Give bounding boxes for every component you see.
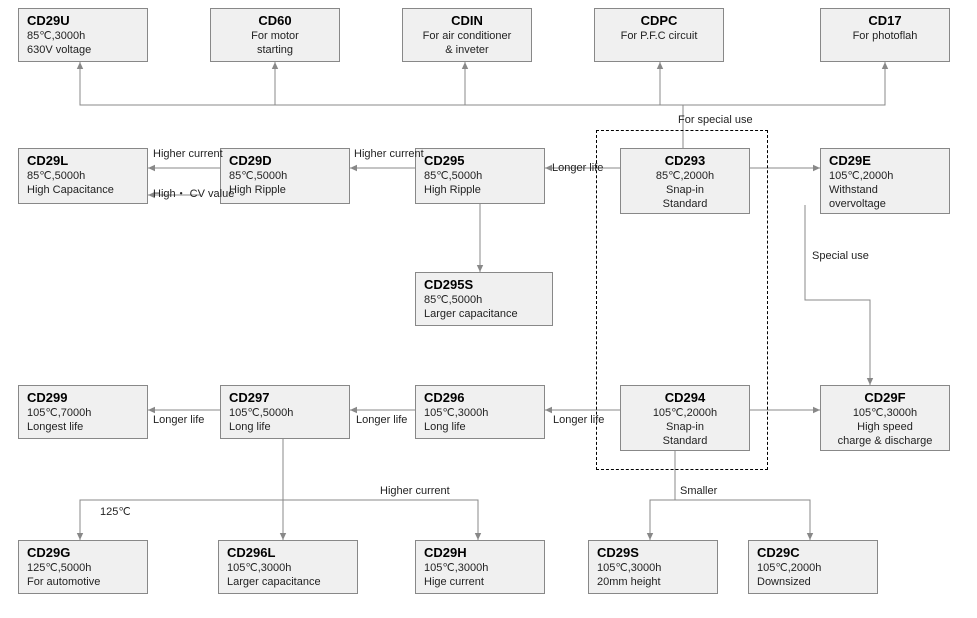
node-cd29g: CD29G 125℃,5000h For automotive [18,540,148,594]
node-line: High Ripple [229,183,341,197]
node-line: starting [219,43,331,57]
node-line: For motor [219,29,331,43]
node-line: 85℃,3000h [27,29,139,43]
node-title: CD297 [229,390,341,406]
node-line: 85℃,5000h [229,169,341,183]
node-cd297: CD297 105℃,5000h Long life [220,385,350,439]
diagram-stage: For special use CD29U 85℃,3000h 630V vol… [0,0,977,618]
node-line: 105℃,3000h [424,561,536,575]
node-title: CD29E [829,153,941,169]
node-cd29c: CD29C 105℃,2000h Downsized [748,540,878,594]
node-line: For air conditioner [411,29,523,43]
node-line: For P.F.C circuit [603,29,715,43]
node-line: 85℃,2000h [629,169,741,183]
edge-label: 125℃ [100,505,131,518]
node-line: Hige current [424,575,536,589]
node-cd29e: CD29E 105℃,2000h Withstand overvoltage [820,148,950,214]
node-line: Standard [629,434,741,448]
node-line: 105℃,3000h [597,561,709,575]
node-title: CD295 [424,153,536,169]
node-cd296: CD296 105℃,3000h Long life [415,385,545,439]
node-line: charge & discharge [829,434,941,448]
edge-label: Smaller [680,485,717,497]
node-title: CD299 [27,390,139,406]
node-cd293: CD293 85℃,2000h Snap-in Standard [620,148,750,214]
node-line: 630V voltage [27,43,139,57]
edge-label: Special use [812,250,869,262]
node-line: High speed [829,420,941,434]
node-line: Snap-in [629,420,741,434]
node-line: 105℃,3000h [829,406,941,420]
node-cd294: CD294 105℃,2000h Snap-in Standard [620,385,750,451]
node-title: CDPC [603,13,715,29]
node-line: 105℃,5000h [229,406,341,420]
edge-label: Higher current [354,148,424,160]
node-title: CDIN [411,13,523,29]
node-line: Larger capacitance [227,575,349,589]
node-line: 105℃,3000h [227,561,349,575]
node-title: CD29L [27,153,139,169]
node-cd29l: CD29L 85℃,5000h High Capacitance [18,148,148,204]
edge-label: Longer life [356,414,407,426]
node-cd299: CD299 105℃,7000h Longest life [18,385,148,439]
node-title: CD296 [424,390,536,406]
edge-label: High・ CV value [153,185,234,201]
node-title: CD29D [229,153,341,169]
node-cd295: CD295 85℃,5000h High Ripple [415,148,545,204]
node-title: CD29C [757,545,869,561]
node-cdin: CDIN For air conditioner & inveter [402,8,532,62]
edge-label: Higher current [380,485,450,497]
node-cd29d: CD29D 85℃,5000h High Ripple [220,148,350,204]
node-line: 20mm height [597,575,709,589]
node-cd29h: CD29H 105℃,3000h Hige current [415,540,545,594]
node-line: Long life [229,420,341,434]
node-line: 105℃,2000h [757,561,869,575]
node-line: Snap-in [629,183,741,197]
node-cd60: CD60 For motor starting [210,8,340,62]
node-line: 105℃,2000h [829,169,941,183]
edge-label: Longer life [553,414,604,426]
edge-label: Higher current [153,148,223,160]
node-line: & inveter [411,43,523,57]
node-title: CD295S [424,277,544,293]
node-line: 105℃,7000h [27,406,139,420]
node-title: CD293 [629,153,741,169]
node-line: 85℃,5000h [27,169,139,183]
node-title: CD29S [597,545,709,561]
node-line: Withstand [829,183,941,197]
node-title: CD29H [424,545,536,561]
node-line: Larger capacitance [424,307,544,321]
node-cd296l: CD296L 105℃,3000h Larger capacitance [218,540,358,594]
node-title: CD29U [27,13,139,29]
node-line: High Capacitance [27,183,139,197]
edge-label: Longer life [153,414,204,426]
node-cd295s: CD295S 85℃,5000h Larger capacitance [415,272,553,326]
node-title: CD296L [227,545,349,561]
node-line: Downsized [757,575,869,589]
node-line: For automotive [27,575,139,589]
node-title: CD294 [629,390,741,406]
node-title: CD29F [829,390,941,406]
edge-label: Longer life [552,162,603,174]
node-line: Long life [424,420,536,434]
node-line: 105℃,2000h [629,406,741,420]
node-title: CD17 [829,13,941,29]
special-use-label: For special use [678,114,753,126]
node-line: Longest life [27,420,139,434]
node-title: CD60 [219,13,331,29]
node-line: Standard [629,197,741,211]
node-line: For photoflah [829,29,941,43]
node-cd29f: CD29F 105℃,3000h High speed charge & dis… [820,385,950,451]
node-line: 85℃,5000h [424,293,544,307]
node-cd29u: CD29U 85℃,3000h 630V voltage [18,8,148,62]
node-line: 105℃,3000h [424,406,536,420]
node-cd29s: CD29S 105℃,3000h 20mm height [588,540,718,594]
node-line: 85℃,5000h [424,169,536,183]
node-line: High Ripple [424,183,536,197]
node-line: 125℃,5000h [27,561,139,575]
node-cd17: CD17 For photoflah [820,8,950,62]
node-cdpc: CDPC For P.F.C circuit [594,8,724,62]
node-line: overvoltage [829,197,941,211]
node-title: CD29G [27,545,139,561]
